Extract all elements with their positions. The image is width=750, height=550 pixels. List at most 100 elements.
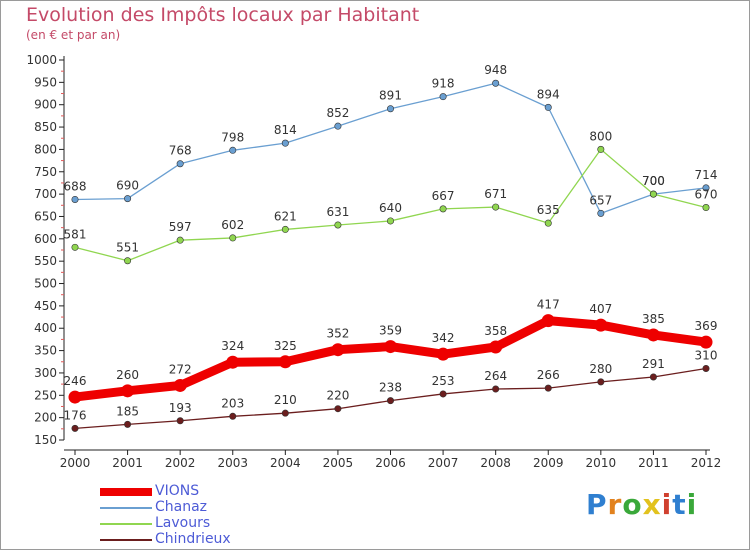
data-label: 700 bbox=[642, 174, 665, 188]
data-label: 280 bbox=[589, 362, 612, 376]
data-point bbox=[229, 412, 237, 420]
data-point bbox=[334, 122, 342, 130]
data-point bbox=[489, 340, 503, 354]
y-tick-label: 250 bbox=[34, 388, 57, 402]
data-point bbox=[492, 203, 500, 211]
data-point bbox=[331, 343, 345, 357]
data-label: 657 bbox=[589, 193, 612, 207]
data-label: 253 bbox=[432, 374, 455, 388]
x-tick-label: 2002 bbox=[165, 456, 196, 470]
legend-label-chanaz: Chanaz bbox=[155, 499, 208, 515]
data-point bbox=[229, 234, 237, 242]
x-tick-label: 2010 bbox=[586, 456, 617, 470]
data-point bbox=[71, 424, 79, 432]
data-point bbox=[439, 205, 447, 213]
legend-item-lavours[interactable]: Lavours bbox=[100, 515, 300, 532]
data-point bbox=[436, 347, 450, 361]
data-point bbox=[544, 384, 552, 392]
legend-swatch-lavours bbox=[100, 523, 152, 525]
data-label: 324 bbox=[221, 339, 244, 353]
data-label: 852 bbox=[326, 106, 349, 120]
data-point bbox=[544, 219, 552, 227]
data-point bbox=[439, 93, 447, 101]
data-point bbox=[229, 146, 237, 154]
data-point bbox=[71, 243, 79, 251]
data-point bbox=[702, 364, 710, 372]
data-point bbox=[492, 385, 500, 393]
data-label: 631 bbox=[326, 205, 349, 219]
logo-letter: P bbox=[586, 488, 608, 521]
legend-item-vions[interactable]: VIONS bbox=[100, 483, 300, 500]
data-label: 417 bbox=[537, 298, 560, 312]
data-point bbox=[544, 103, 552, 111]
data-point bbox=[124, 195, 132, 203]
logo-letter: t bbox=[672, 488, 687, 521]
data-label: 602 bbox=[221, 218, 244, 232]
data-label: 690 bbox=[116, 179, 139, 193]
data-label: 635 bbox=[537, 203, 560, 217]
data-label: 621 bbox=[274, 209, 297, 223]
data-label: 551 bbox=[116, 241, 139, 255]
y-tick-label: 1000 bbox=[26, 53, 57, 67]
legend-item-chindrieux[interactable]: Chindrieux bbox=[100, 531, 300, 548]
data-point bbox=[173, 378, 187, 392]
y-tick-label: 950 bbox=[34, 75, 57, 89]
legend-item-chanaz[interactable]: Chanaz bbox=[100, 499, 300, 516]
chart-title: Evolution des Impôts locaux par Habitant bbox=[26, 4, 420, 26]
data-point bbox=[334, 405, 342, 413]
data-label: 291 bbox=[642, 357, 665, 371]
data-label: 670 bbox=[695, 188, 718, 202]
data-point bbox=[176, 417, 184, 425]
data-point bbox=[594, 318, 608, 332]
y-tick-label: 900 bbox=[34, 98, 57, 112]
y-tick-label: 500 bbox=[34, 277, 57, 291]
data-point bbox=[281, 139, 289, 147]
legend: VIONS Chanaz Lavours Chindrieux bbox=[100, 483, 300, 548]
data-label: 260 bbox=[116, 368, 139, 382]
data-label: 220 bbox=[326, 389, 349, 403]
data-label: 185 bbox=[116, 404, 139, 418]
x-tick-label: 2001 bbox=[112, 456, 143, 470]
data-point bbox=[176, 236, 184, 244]
logo-letter: i bbox=[686, 488, 698, 521]
data-label: 266 bbox=[537, 368, 560, 382]
data-label: 800 bbox=[589, 129, 612, 143]
legend-swatch-chindrieux bbox=[100, 539, 152, 541]
data-point bbox=[386, 105, 394, 113]
y-tick-label: 200 bbox=[34, 411, 57, 425]
data-point bbox=[702, 204, 710, 212]
data-point bbox=[492, 79, 500, 87]
data-point bbox=[384, 340, 397, 354]
data-label: 203 bbox=[221, 396, 244, 410]
data-point bbox=[386, 397, 394, 405]
logo-letter: o bbox=[622, 488, 643, 521]
y-tick-label: 750 bbox=[34, 165, 57, 179]
legend-label-lavours: Lavours bbox=[155, 515, 211, 531]
x-tick-label: 2007 bbox=[428, 456, 459, 470]
y-tick-label: 850 bbox=[34, 120, 57, 134]
data-label: 238 bbox=[379, 381, 402, 395]
data-point bbox=[281, 225, 289, 233]
data-label: 671 bbox=[484, 187, 507, 201]
data-point bbox=[541, 314, 555, 328]
data-label: 714 bbox=[695, 168, 718, 182]
data-label: 768 bbox=[169, 144, 192, 158]
data-label: 918 bbox=[432, 77, 455, 91]
y-tick-label: 600 bbox=[34, 232, 57, 246]
data-point bbox=[68, 390, 82, 404]
data-label: 325 bbox=[274, 339, 297, 353]
data-point bbox=[121, 384, 135, 398]
y-tick-label: 700 bbox=[34, 187, 57, 201]
data-point bbox=[439, 390, 447, 398]
data-label: 358 bbox=[484, 324, 507, 338]
data-label: 948 bbox=[484, 63, 507, 77]
data-label: 369 bbox=[695, 319, 718, 333]
data-point bbox=[646, 328, 660, 342]
chart-subtitle: (en € et par an) bbox=[26, 28, 121, 42]
data-point bbox=[278, 355, 292, 369]
data-point bbox=[597, 145, 605, 153]
data-point bbox=[226, 355, 240, 369]
x-tick-label: 2000 bbox=[60, 456, 91, 470]
